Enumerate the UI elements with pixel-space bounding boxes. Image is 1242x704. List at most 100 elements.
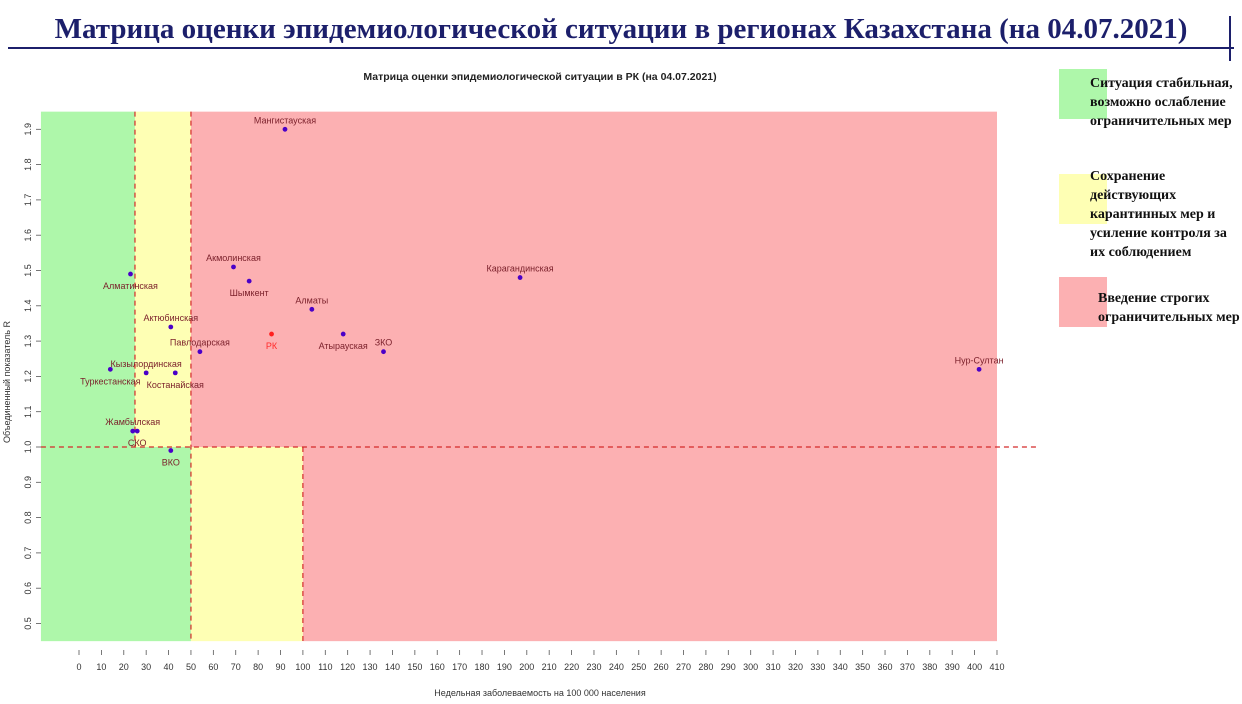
point-3 (246, 278, 252, 284)
x-tick-label-9: 90 (276, 662, 286, 672)
point-label-14: Нур-Султан (955, 355, 1004, 365)
scatter-chart: Матрица оценки эпидемиологической ситуац… (2, 71, 1038, 698)
x-tick-label-28: 280 (698, 662, 713, 672)
x-tick-label-8: 80 (253, 662, 263, 672)
point-label-17: ВКО (162, 458, 180, 468)
point-16 (134, 428, 140, 434)
x-tick-label-40: 400 (967, 662, 982, 672)
x-tick-label-32: 320 (788, 662, 803, 672)
x-tick-label-5: 50 (186, 662, 196, 672)
point-label-10: ЗКО (375, 338, 393, 348)
x-tick-label-36: 360 (878, 662, 893, 672)
x-tick-label-37: 370 (900, 662, 915, 672)
legend-swatch-yellow (1059, 174, 1107, 224)
point-label-12: Туркестанская (80, 376, 141, 386)
title-underline (8, 47, 1234, 49)
point-label-16: СКО (128, 438, 147, 448)
y-tick-label-0: 0.5 (23, 617, 33, 630)
zones-layer (40, 111, 997, 642)
points-layer: Мангистауская Алматинская Акмолинская Шымке… (80, 115, 1003, 467)
legend-label-red: Введение строгих ограничительных мер (1098, 291, 1240, 325)
point-2 (231, 264, 236, 270)
point-15 (130, 428, 136, 434)
legend-label-green: Ситуация стабильная, возможно ослабление… (1090, 76, 1233, 129)
x-tick-label-15: 150 (407, 662, 422, 672)
point-label-8: РК (266, 341, 278, 351)
x-tick-label-10: 100 (295, 662, 310, 672)
point-4 (517, 275, 523, 280)
y-tick-label-10: 1.5 (23, 264, 33, 277)
chart-title: Матрица оценки эпидемиологической ситуац… (363, 71, 716, 83)
point-0 (282, 126, 288, 132)
x-tick-label-35: 350 (855, 662, 870, 672)
point-9 (340, 331, 346, 337)
x-tick-label-2: 20 (119, 662, 129, 672)
x-tick-label-21: 210 (542, 662, 557, 672)
legend-swatch-red (1059, 277, 1107, 327)
point-label-5: Алматы (295, 295, 328, 305)
y-tick-label-3: 0.8 (23, 511, 33, 524)
point-5 (309, 306, 315, 312)
x-tick-label-17: 170 (452, 662, 467, 672)
point-8 (269, 331, 274, 337)
x-tick-label-7: 70 (231, 662, 241, 672)
point-label-15: Жамбылская (105, 417, 160, 427)
point-12 (107, 366, 113, 372)
y-tick-label-11: 1.6 (23, 229, 33, 242)
point-1 (128, 271, 133, 277)
x-tick-label-18: 180 (475, 662, 490, 672)
point-label-1: Алматинская (103, 281, 158, 291)
point-10 (381, 349, 386, 355)
x-tick-label-30: 300 (743, 662, 758, 672)
y-tick-label-12: 1.7 (23, 194, 33, 207)
point-17 (168, 448, 174, 453)
x-tick-label-33: 330 (810, 662, 825, 672)
legend-label-yellow: Сохранение действующих карантинных мер и… (1090, 169, 1227, 260)
x-tick-label-4: 40 (164, 662, 174, 672)
x-tick-label-29: 290 (721, 662, 736, 672)
x-tick-label-14: 140 (385, 662, 400, 672)
legend-swatch-green (1059, 69, 1107, 119)
x-tick-label-38: 380 (922, 662, 937, 672)
x-tick-label-6: 60 (208, 662, 218, 672)
y-axis-label: Объединенный показатель R (2, 321, 12, 444)
x-tick-label-34: 340 (833, 662, 848, 672)
axes-layer: 0 10 20 30 40 50 60 70 80 90 100 110 120 130 140 150 160… (23, 123, 1005, 672)
x-tick-label-12: 120 (340, 662, 355, 672)
y-tick-label-9: 1.4 (23, 300, 33, 313)
x-tick-label-13: 130 (363, 662, 378, 672)
point-label-13: Костанайская (147, 380, 204, 390)
title-right-rule (1229, 16, 1231, 61)
x-tick-label-16: 160 (430, 662, 445, 672)
y-tick-label-4: 0.9 (23, 476, 33, 489)
point-label-6: Актюбинская (144, 313, 199, 323)
y-tick-label-8: 1.3 (23, 335, 33, 348)
y-tick-label-14: 1.9 (23, 123, 33, 136)
y-tick-label-5: 1.0 (23, 441, 33, 454)
x-tick-label-24: 240 (609, 662, 624, 672)
x-tick-label-0: 0 (76, 662, 81, 672)
x-tick-label-19: 190 (497, 662, 512, 672)
point-label-2: Акмолинская (206, 253, 261, 263)
y-tick-label-1: 0.6 (23, 582, 33, 595)
point-14 (976, 366, 982, 372)
point-label-0: Мангистауская (254, 115, 316, 125)
point-6 (168, 324, 174, 330)
point-label-7: Павлодарская (170, 338, 230, 348)
x-tick-label-3: 30 (141, 662, 151, 672)
x-tick-label-27: 270 (676, 662, 691, 672)
x-tick-label-22: 220 (564, 662, 579, 672)
y-tick-label-2: 0.7 (23, 547, 33, 560)
point-label-3: Шымкент (230, 288, 269, 298)
x-tick-label-11: 110 (318, 662, 332, 672)
point-label-9: Атырауская (319, 341, 368, 351)
x-tick-label-31: 310 (766, 662, 781, 672)
point-11 (143, 370, 149, 376)
zone-3 (40, 447, 191, 642)
x-tick-label-41: 410 (989, 662, 1004, 672)
zone-4 (190, 447, 303, 642)
y-tick-label-6: 1.1 (23, 405, 33, 418)
threshold-lines-layer (40, 111, 1038, 642)
x-tick-label-25: 250 (631, 662, 646, 672)
point-label-11: Кызылординская (111, 359, 182, 369)
